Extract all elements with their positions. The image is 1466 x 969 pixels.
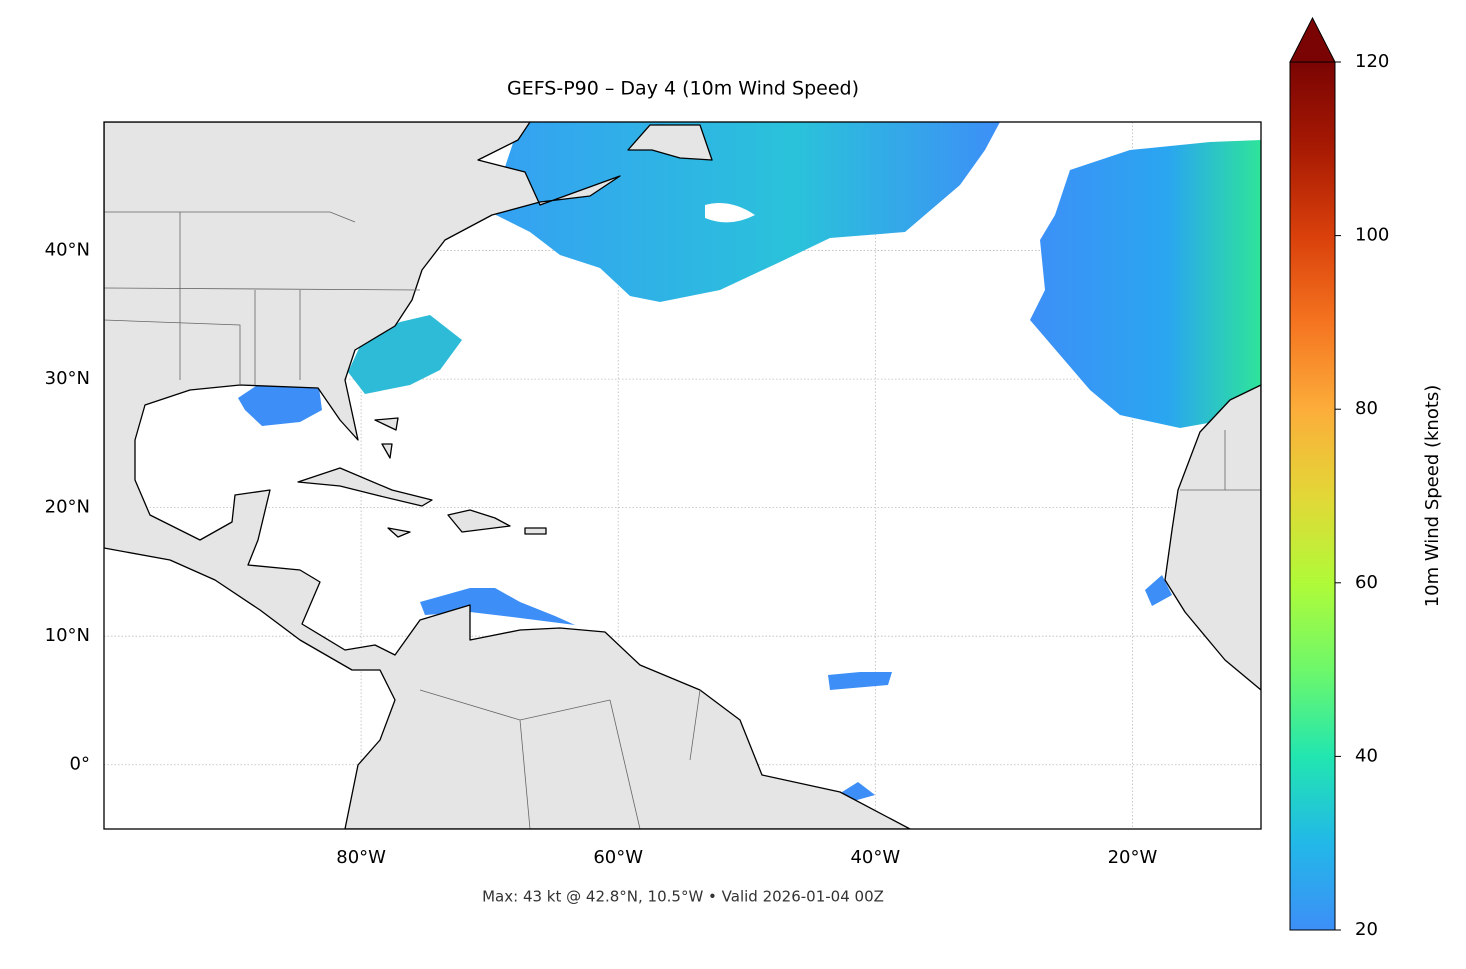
colorbar-tick-label: 40 bbox=[1355, 745, 1378, 766]
map-area bbox=[104, 122, 1261, 829]
footer-note: Max: 43 kt @ 42.8°N, 10.5°W • Valid 2026… bbox=[482, 888, 884, 906]
colorbar-label: 10m Wind Speed (knots) bbox=[1422, 385, 1443, 608]
colorbar-extend bbox=[1289, 16, 1336, 63]
y-tick-label: 30°N bbox=[45, 368, 90, 389]
colorbar-tick-label: 120 bbox=[1355, 51, 1389, 72]
map-frame bbox=[103, 121, 1262, 830]
wind-field bbox=[420, 588, 575, 625]
x-tick-label: 40°W bbox=[850, 847, 900, 868]
colorbar-tick-label: 80 bbox=[1355, 398, 1378, 419]
hispaniola bbox=[447, 509, 511, 533]
wind-field bbox=[1030, 140, 1261, 428]
borders bbox=[104, 211, 1261, 829]
colorbar-tick-label: 60 bbox=[1355, 572, 1378, 593]
islands bbox=[374, 417, 547, 538]
colorbar-tick-label: 100 bbox=[1355, 225, 1389, 246]
x-tick-label: 60°W bbox=[593, 847, 643, 868]
y-tick-label: 10°N bbox=[45, 625, 90, 646]
wind-field bbox=[490, 122, 1000, 302]
x-tick-label: 20°W bbox=[1108, 847, 1158, 868]
y-tick-label: 20°N bbox=[45, 497, 90, 518]
colorbar-tick-label: 20 bbox=[1355, 919, 1378, 940]
map-title: GEFS-P90 – Day 4 (10m Wind Speed) bbox=[507, 78, 859, 100]
colorbar bbox=[1289, 61, 1336, 931]
y-tick-label: 0° bbox=[70, 754, 90, 775]
africa bbox=[1164, 384, 1261, 691]
wind-field bbox=[238, 380, 322, 426]
x-tick-label: 80°W bbox=[336, 847, 386, 868]
americas bbox=[104, 122, 911, 829]
y-tick-label: 40°N bbox=[45, 240, 90, 261]
cuba bbox=[297, 467, 433, 507]
newfoundland bbox=[627, 124, 713, 161]
